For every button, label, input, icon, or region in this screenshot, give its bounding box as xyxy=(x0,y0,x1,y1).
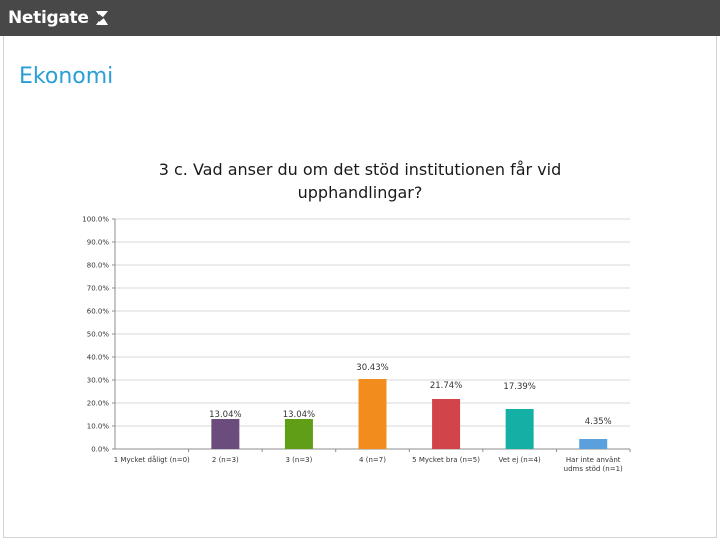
y-tick-label: 20.0% xyxy=(87,400,110,408)
netigate-logo[interactable]: Netigate xyxy=(8,7,109,29)
x-category-label: 4 (n=7) xyxy=(359,456,386,464)
x-category-label: Vet ej (n=4) xyxy=(499,456,541,464)
bar xyxy=(284,419,313,449)
data-label: 13.04% xyxy=(209,410,241,420)
data-label: 13.04% xyxy=(283,410,315,420)
bar xyxy=(505,409,534,449)
y-tick-label: 10.0% xyxy=(87,423,110,431)
y-tick-label: 60.0% xyxy=(87,308,110,316)
bar xyxy=(211,419,240,449)
x-category-label: Har inte använt xyxy=(566,456,621,464)
x-category-label: udms stöd (n=1) xyxy=(564,465,623,473)
y-tick-label: 80.0% xyxy=(87,262,110,270)
top-bar: Netigate xyxy=(0,0,720,36)
y-tick-label: 30.0% xyxy=(87,377,110,385)
brand-name: Netigate xyxy=(8,8,89,28)
bar xyxy=(358,379,387,449)
data-label: 30.43% xyxy=(356,363,388,373)
data-label: 4.35% xyxy=(585,417,612,427)
y-tick-label: 50.0% xyxy=(87,331,110,339)
x-category-label: 3 (n=3) xyxy=(285,456,312,464)
page-title: Ekonomi xyxy=(19,64,114,89)
x-category-label: 2 (n=3) xyxy=(212,456,239,464)
netigate-logo-icon xyxy=(95,11,108,25)
y-tick-label: 0.0% xyxy=(91,446,109,454)
x-category-label: 5 Mycket bra (n=5) xyxy=(412,456,480,464)
data-label: 21.74% xyxy=(430,381,462,391)
chart-title: 3 c. Vad anser du om det stöd institutio… xyxy=(158,160,562,202)
y-tick-label: 40.0% xyxy=(87,354,110,362)
y-tick-label: 100.0% xyxy=(82,216,109,224)
bar xyxy=(579,438,608,449)
bar xyxy=(432,398,461,449)
y-tick-label: 70.0% xyxy=(87,285,110,293)
x-category-label: 1 Mycket dåligt (n=0) xyxy=(114,455,190,464)
y-tick-label: 90.0% xyxy=(87,239,110,247)
data-label: 17.39% xyxy=(503,382,535,392)
content-frame xyxy=(3,36,717,538)
